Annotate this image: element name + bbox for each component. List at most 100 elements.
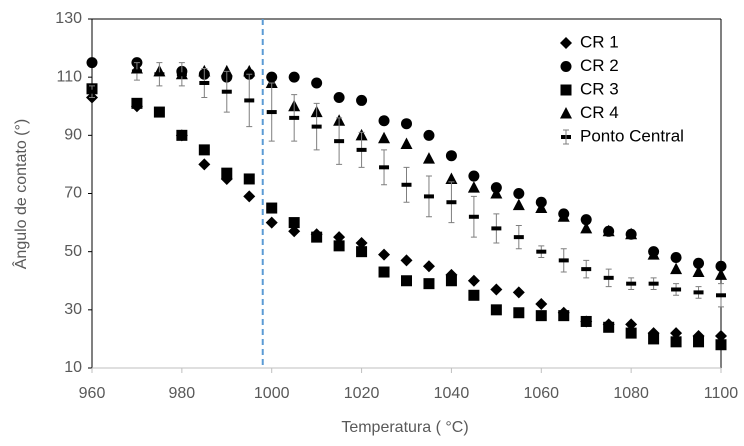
data-point — [671, 287, 682, 292]
data-point — [490, 283, 503, 296]
legend-marker — [560, 84, 572, 96]
data-point — [693, 257, 705, 269]
data-point — [558, 310, 570, 322]
data-point — [625, 318, 638, 331]
data-point — [356, 246, 368, 258]
y-tick-label: 110 — [56, 68, 82, 85]
data-point — [243, 64, 256, 77]
data-point — [468, 214, 479, 219]
data-point — [670, 262, 683, 275]
data-point — [333, 92, 345, 104]
data-point — [401, 182, 412, 187]
data-point — [692, 265, 705, 278]
data-point — [311, 77, 323, 89]
data-point — [557, 210, 570, 222]
data-point — [648, 333, 660, 345]
legend-label: CR 3 — [580, 79, 619, 98]
legend-label: Ponto Central — [580, 126, 684, 145]
data-point — [400, 137, 413, 150]
data-point — [602, 224, 615, 237]
x-tick-label: 1000 — [254, 385, 290, 402]
data-point — [670, 336, 682, 348]
y-tick-label: 50 — [64, 243, 82, 260]
data-point — [356, 147, 367, 152]
data-point — [423, 278, 435, 290]
data-point — [243, 173, 255, 185]
legend-label: CR 4 — [580, 103, 619, 122]
data-point — [266, 110, 277, 115]
data-point — [86, 57, 98, 69]
data-point — [131, 97, 143, 109]
data-point — [199, 80, 210, 85]
data-point — [648, 281, 659, 286]
data-point — [670, 251, 682, 263]
data-point — [356, 94, 368, 106]
x-tick-label: 1100 — [704, 385, 739, 402]
data-point — [513, 235, 524, 240]
data-point — [221, 89, 232, 94]
data-point — [467, 274, 480, 287]
data-point — [490, 187, 503, 199]
data-point — [176, 129, 188, 141]
data-point — [243, 190, 256, 203]
data-point — [693, 290, 704, 295]
data-point — [446, 200, 457, 205]
data-point — [311, 231, 323, 243]
data-point — [491, 226, 502, 231]
data-point — [289, 115, 300, 120]
data-point — [715, 330, 727, 343]
data-point — [626, 281, 637, 286]
data-point — [512, 286, 525, 299]
data-point — [715, 268, 727, 280]
data-point — [670, 327, 683, 340]
legend-label: CR 1 — [580, 32, 619, 51]
data-point — [445, 275, 457, 287]
data-point — [378, 131, 391, 144]
data-point — [625, 227, 638, 240]
data-point — [535, 201, 548, 214]
data-point — [535, 298, 548, 311]
data-point — [198, 158, 211, 171]
data-point — [265, 216, 278, 229]
data-point — [131, 69, 142, 74]
data-point — [244, 98, 255, 103]
legend-marker — [560, 61, 572, 72]
data-point — [445, 150, 457, 162]
data-point — [378, 115, 390, 127]
data-point — [513, 188, 525, 199]
legend-marker — [560, 107, 572, 119]
data-point — [625, 327, 637, 339]
data-point — [581, 267, 592, 272]
data-point — [400, 254, 413, 267]
data-point — [715, 339, 727, 351]
data-point — [288, 225, 301, 238]
data-point — [154, 72, 165, 77]
data-point — [535, 310, 547, 322]
data-point — [603, 275, 614, 280]
y-tick-label: 30 — [64, 301, 82, 318]
data-point — [467, 181, 480, 193]
data-point — [512, 198, 525, 211]
data-point — [445, 172, 458, 184]
data-point — [401, 118, 412, 130]
data-point — [603, 321, 615, 333]
legend-marker — [560, 37, 572, 49]
data-point — [693, 336, 705, 348]
data-point — [220, 64, 233, 77]
data-point — [580, 214, 592, 226]
y-tick-label: 90 — [64, 127, 82, 144]
data-point — [176, 72, 187, 77]
data-point — [333, 240, 345, 252]
data-point — [401, 275, 412, 287]
data-point — [513, 307, 525, 319]
data-point — [153, 106, 165, 118]
data-point — [558, 258, 569, 263]
x-tick-label: 980 — [169, 385, 196, 402]
data-point — [334, 139, 345, 144]
data-point — [288, 217, 300, 229]
legend-label: CR 2 — [580, 56, 619, 75]
x-tick-label: 1020 — [344, 385, 380, 402]
data-point — [378, 266, 390, 278]
data-point — [468, 289, 480, 301]
